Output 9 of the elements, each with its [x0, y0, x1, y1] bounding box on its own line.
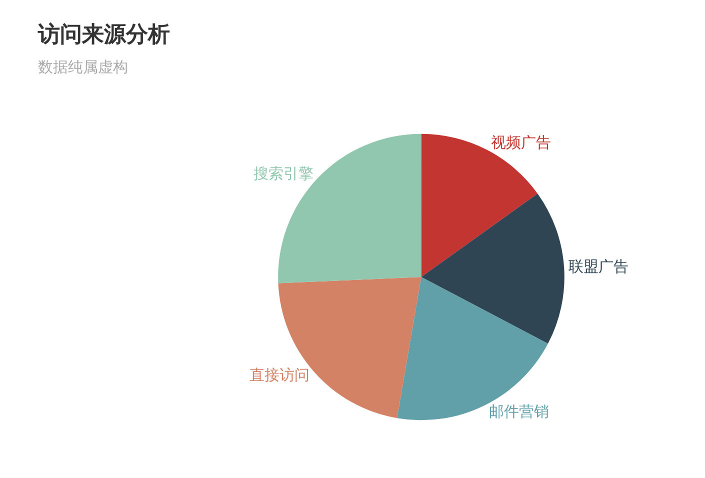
text: 数据纯属虚构	[38, 59, 128, 76]
slice-label: 视频广告	[490, 134, 551, 152]
pie-slice	[421, 194, 564, 344]
slice-label: 直接访问	[250, 366, 310, 384]
slice-label: 联盟广告	[568, 258, 628, 276]
slice-label: 邮件营销	[488, 404, 549, 421]
pie-slice	[397, 277, 548, 420]
chart-title: 访问来源分析	[37, 22, 170, 47]
slice-label: 搜索引擎	[254, 165, 314, 182]
